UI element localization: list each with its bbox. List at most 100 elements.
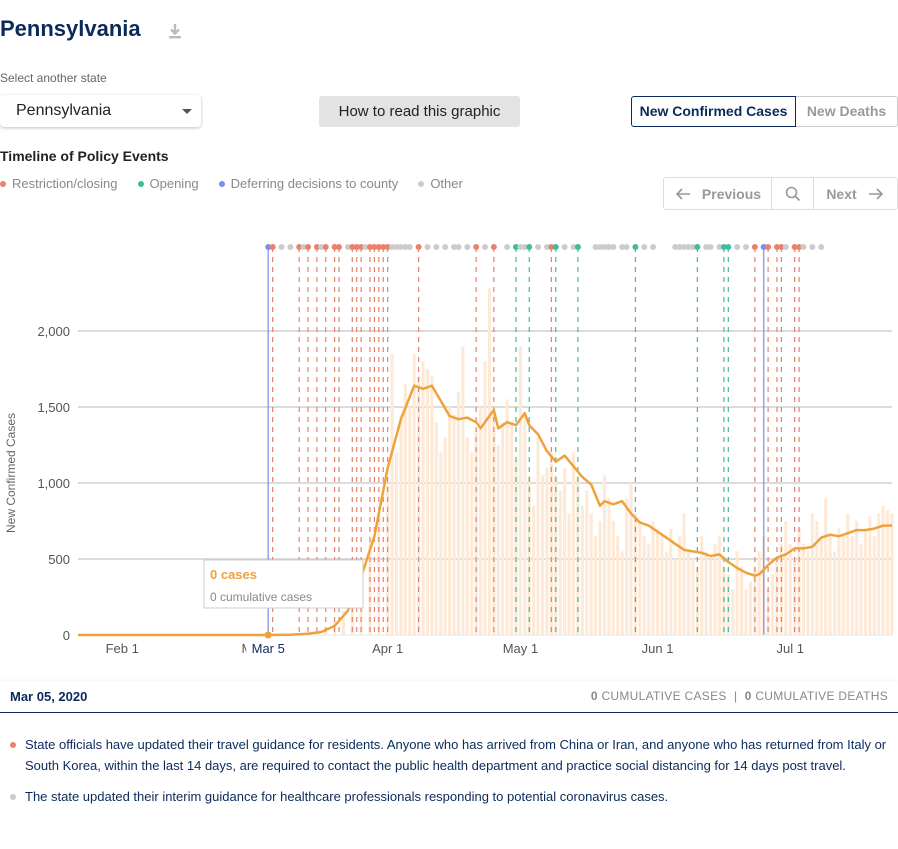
policy-event-dot [371,244,378,250]
daily-bar [527,475,531,635]
legend-dot [418,180,425,187]
daily-bar [421,361,425,635]
legend-label: Other [430,176,463,191]
policy-event-dot [336,244,343,250]
legend-label: Deferring decisions to county [230,176,399,191]
chevron-down-icon [182,109,192,114]
policy-event-dot [791,244,798,250]
policy-event-dot [380,244,387,250]
policy-event-dot [535,244,542,250]
daily-bar [771,574,775,635]
arrow-left-icon [675,187,690,200]
event-item: The state updated their interim guidance… [10,786,890,807]
cum-deaths-label: CUMULATIVE DEATHS [755,689,888,703]
daily-bar [576,475,580,635]
state-select[interactable]: Pennsylvania [0,95,201,127]
daily-bar [713,543,717,635]
daily-bar [607,498,611,635]
policy-event-dot [782,244,789,250]
state-select-value: Pennsylvania [16,102,112,119]
policy-event-dot [694,244,701,250]
tooltip-cumulative: 0 cumulative cases [210,590,312,604]
policy-event-dot [296,244,303,250]
new-deaths-toggle[interactable]: New Deaths [796,96,898,127]
y-tick-label: 500 [48,552,70,567]
legend-dot [0,180,6,187]
policy-event-dot [765,244,772,250]
policy-event-dot [384,244,391,250]
daily-bar [616,536,620,635]
policy-event-dot [716,244,723,250]
policy-event-dot [397,244,404,250]
daily-bar [563,467,567,635]
daily-bar [686,551,691,635]
policy-event-dot [287,244,294,250]
policy-event-dot [773,244,780,250]
daily-bar [439,452,443,635]
daily-bar [523,414,527,635]
daily-bar [571,452,576,635]
cumulative-stats: 0 CUMULATIVE CASES | 0 CUMULATIVE DEATHS [591,689,888,703]
next-button[interactable]: Next [814,178,897,209]
event-text: State officials have updated their trave… [25,737,887,773]
daily-bar [341,610,345,635]
policy-event-dot [455,244,462,250]
daily-bar [700,536,704,635]
daily-bar [855,521,859,635]
daily-bar [545,467,549,635]
daily-bar [518,346,522,635]
policy-event-dot [809,244,816,250]
daily-bar [585,490,589,635]
legend-dot [137,180,144,187]
y-axis-label: New Confirmed Cases [4,413,18,533]
policy-event-dot [543,244,550,250]
legend-county: Deferring decisions to county [218,176,399,191]
event-dot [10,742,16,748]
policy-event-dot [406,244,413,250]
cases-chart[interactable]: 0 500 1,000 1,500 2,000 New Confirmed Cases Fe… [0,230,898,670]
policy-event-dot [734,244,741,250]
policy-event-dot [393,244,400,250]
daily-bar [748,581,752,635]
next-label: Next [826,185,857,202]
daily-bar [850,536,854,635]
policy-event-dot [592,244,599,250]
y-tick-label: 2,000 [37,324,70,339]
policy-event-dot [720,244,727,250]
daily-bar [470,452,474,635]
policy-event-dot [353,244,360,250]
daily-bar [430,376,434,635]
previous-button[interactable]: Previous [664,178,772,209]
daily-bar [602,475,606,635]
daily-bar [629,483,633,635]
policy-event-dot [707,244,714,250]
new-confirmed-cases-toggle[interactable]: New Confirmed Cases [631,96,796,127]
search-icon [785,186,800,201]
how-to-read-button[interactable]: How to read this graphic [319,96,520,127]
policy-event-dot [473,244,480,250]
event-list: State officials have updated their trave… [10,734,890,817]
policy-event-dot [344,244,351,250]
policy-event-dot [305,244,312,250]
daily-bar [474,429,478,635]
daily-bar [717,536,722,635]
timeline-title: Timeline of Policy Events [0,148,169,164]
daily-bar [806,551,810,635]
daily-bar [417,376,421,635]
policy-event-dot [689,244,696,250]
download-icon[interactable] [167,22,183,42]
policy-event-dot [517,244,524,250]
x-tick-label: Jun 1 [642,641,674,656]
policy-event-dot [265,244,272,250]
daily-bar [704,551,708,635]
daily-bar [731,589,735,635]
daily-bar [487,288,491,635]
daily-bar [399,414,403,635]
zoom-button[interactable] [772,178,814,209]
policy-event-dot [552,244,559,250]
daily-bar [819,536,823,635]
policy-event-dot [526,244,533,250]
daily-bar [837,528,841,635]
daily-bar [744,589,748,635]
daily-bar [877,513,881,635]
